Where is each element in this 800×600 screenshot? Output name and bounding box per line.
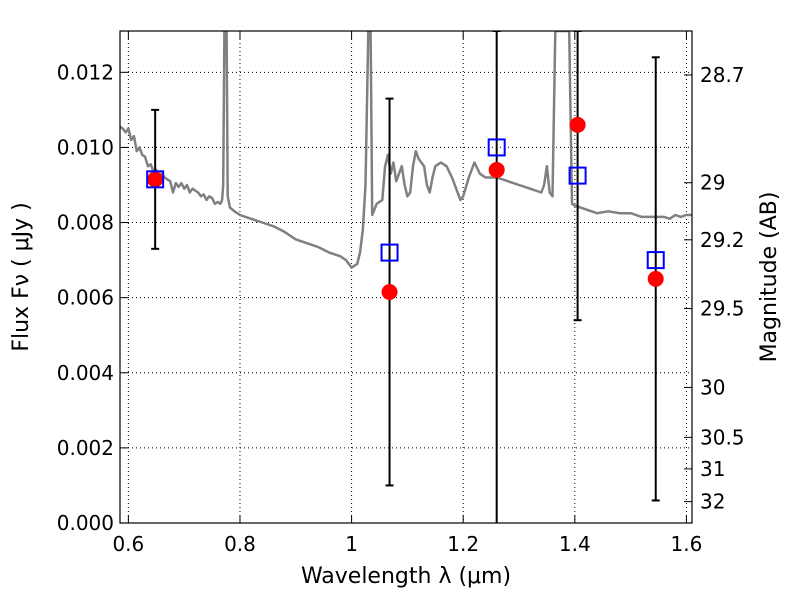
model-point-square <box>646 251 665 270</box>
model-point-square <box>146 170 165 189</box>
x-axis-label: Wavelength λ (μm) <box>301 564 511 589</box>
y2-tick-label: 28.7 <box>700 63 745 87</box>
y-axis-label: Flux Fν ( μJy ) <box>9 202 34 351</box>
grid-lines <box>120 31 692 524</box>
y2-tick-label: 29.5 <box>700 297 745 321</box>
y-tick-label: 0.004 <box>57 361 114 385</box>
y-tick-label: 0.012 <box>57 60 114 84</box>
flux-point-circle <box>147 171 164 188</box>
plot-area <box>120 31 692 523</box>
model-point-square <box>380 243 399 262</box>
x-tick-label: 1.6 <box>671 532 703 556</box>
model-point-square <box>487 138 506 157</box>
x-tick-label: 0.6 <box>112 532 144 556</box>
x-tick-label: 1.4 <box>559 532 591 556</box>
y2-tick-label: 29 <box>700 171 725 195</box>
x-tick-label: 0.8 <box>224 532 256 556</box>
flux-point-circle <box>381 284 398 301</box>
y2-tick-label: 30 <box>700 375 725 399</box>
flux-point-circle <box>569 116 586 133</box>
flux-point-circle <box>647 270 664 287</box>
y-tick-label: 0.010 <box>57 135 114 159</box>
y-tick-label: 0.000 <box>57 511 114 535</box>
y2-tick-label: 30.5 <box>700 425 745 449</box>
model-point-square <box>568 166 587 185</box>
y2-tick-label: 32 <box>700 490 725 514</box>
y-tick-label: 0.008 <box>57 211 114 235</box>
axis-ticks: 0.6 0.8 1 1.2 1.4 1.6 0.000 0.002 0.004 0.006 0.00… <box>57 31 745 556</box>
plot-frame <box>119 30 693 524</box>
y2-tick-label: 29.2 <box>700 228 745 252</box>
x-tick-label: 1.2 <box>447 532 479 556</box>
y-tick-label: 0.006 <box>57 286 114 310</box>
y-tick-label: 0.002 <box>57 436 114 460</box>
flux-point-circle <box>488 161 505 178</box>
x-tick-label: 1 <box>345 532 358 556</box>
y2-axis-label: Magnitude (AB) <box>757 192 782 363</box>
y2-tick-label: 31 <box>700 457 725 481</box>
spectrum-line <box>120 31 692 269</box>
